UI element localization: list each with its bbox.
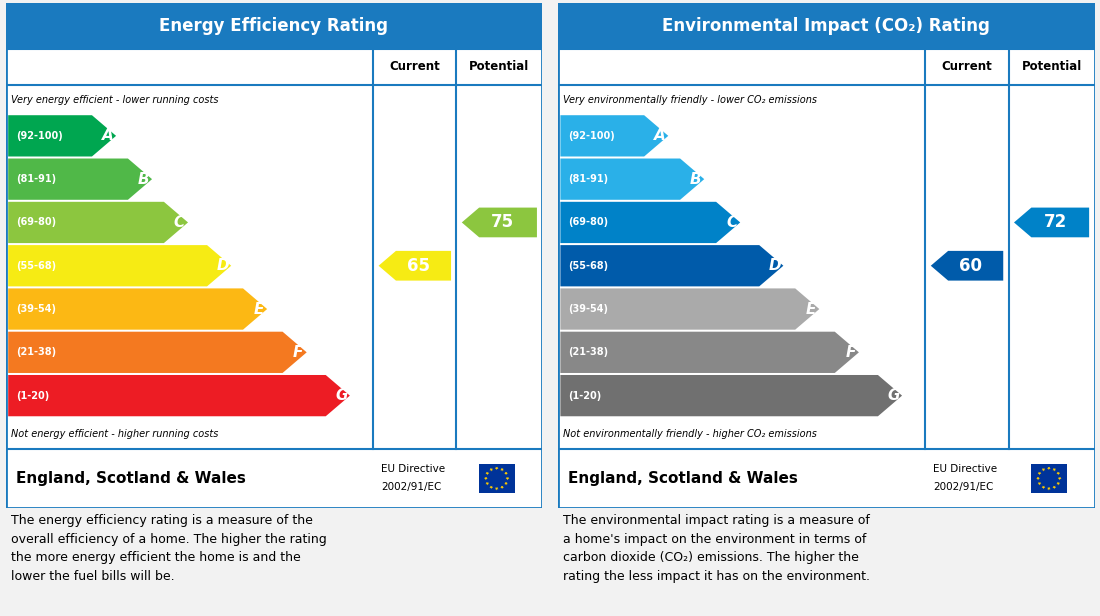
Text: Not environmentally friendly - higher CO₂ emissions: Not environmentally friendly - higher CO… <box>563 429 817 439</box>
Text: E: E <box>253 302 264 317</box>
Text: (55-68): (55-68) <box>569 261 608 271</box>
Text: D: D <box>217 258 229 274</box>
Bar <box>558 3 1094 49</box>
Polygon shape <box>560 115 669 156</box>
Bar <box>6 3 542 49</box>
Polygon shape <box>560 202 740 243</box>
Text: 72: 72 <box>1044 214 1067 232</box>
Text: 75: 75 <box>492 214 515 232</box>
Text: (21-38): (21-38) <box>569 347 608 357</box>
Polygon shape <box>8 331 307 373</box>
Text: Potential: Potential <box>470 60 529 73</box>
Text: Very energy efficient - lower running costs: Very energy efficient - lower running co… <box>11 95 219 105</box>
Text: 60: 60 <box>959 257 982 275</box>
Polygon shape <box>504 472 508 475</box>
Polygon shape <box>931 251 1003 281</box>
Polygon shape <box>1058 477 1062 480</box>
Polygon shape <box>1047 467 1050 470</box>
Polygon shape <box>1056 472 1060 475</box>
Polygon shape <box>490 486 493 489</box>
Polygon shape <box>560 331 859 373</box>
Polygon shape <box>8 202 188 243</box>
Text: Environmental Impact (CO₂) Rating: Environmental Impact (CO₂) Rating <box>662 17 990 35</box>
Text: 2002/91/EC: 2002/91/EC <box>382 482 441 492</box>
Polygon shape <box>8 158 152 200</box>
Text: Potential: Potential <box>1022 60 1081 73</box>
Text: Not energy efficient - higher running costs: Not energy efficient - higher running co… <box>11 429 218 439</box>
Polygon shape <box>500 486 504 489</box>
Text: (1-20): (1-20) <box>16 391 50 400</box>
Polygon shape <box>1037 472 1042 475</box>
Text: E: E <box>805 302 816 317</box>
Polygon shape <box>1042 486 1045 489</box>
Text: F: F <box>845 345 856 360</box>
Polygon shape <box>1053 486 1056 489</box>
Polygon shape <box>1014 208 1089 237</box>
Polygon shape <box>500 468 504 471</box>
FancyBboxPatch shape <box>478 464 515 493</box>
Polygon shape <box>560 288 820 330</box>
Polygon shape <box>495 487 498 490</box>
Polygon shape <box>560 245 783 286</box>
Text: Very environmentally friendly - lower CO₂ emissions: Very environmentally friendly - lower CO… <box>563 95 817 105</box>
Text: EU Directive: EU Directive <box>934 464 998 474</box>
Text: (1-20): (1-20) <box>569 391 602 400</box>
Polygon shape <box>8 375 350 416</box>
Text: (92-100): (92-100) <box>16 131 63 141</box>
Polygon shape <box>506 477 509 480</box>
Polygon shape <box>484 477 487 480</box>
Text: The environmental impact rating is a measure of
a home's impact on the environme: The environmental impact rating is a mea… <box>563 514 870 583</box>
Text: A: A <box>654 128 666 144</box>
Text: C: C <box>726 215 737 230</box>
Text: (69-80): (69-80) <box>16 217 56 227</box>
Polygon shape <box>8 288 267 330</box>
Polygon shape <box>495 467 498 470</box>
Polygon shape <box>1056 482 1060 485</box>
Polygon shape <box>8 115 117 156</box>
Text: The energy efficiency rating is a measure of the
overall efficiency of a home. T: The energy efficiency rating is a measur… <box>11 514 327 583</box>
Text: G: G <box>888 388 900 403</box>
Polygon shape <box>462 208 537 237</box>
Text: (39-54): (39-54) <box>569 304 608 314</box>
Text: G: G <box>336 388 348 403</box>
Text: EU Directive: EU Directive <box>382 464 446 474</box>
Text: B: B <box>690 172 702 187</box>
Text: Current: Current <box>389 60 440 73</box>
Polygon shape <box>1042 468 1045 471</box>
Polygon shape <box>1053 468 1056 471</box>
Polygon shape <box>485 482 490 485</box>
Text: (21-38): (21-38) <box>16 347 56 357</box>
Polygon shape <box>490 468 493 471</box>
Text: (55-68): (55-68) <box>16 261 56 271</box>
Text: (69-80): (69-80) <box>569 217 608 227</box>
Polygon shape <box>8 245 231 286</box>
Text: B: B <box>138 172 150 187</box>
Text: (39-54): (39-54) <box>16 304 56 314</box>
Text: A: A <box>102 128 113 144</box>
Text: England, Scotland & Wales: England, Scotland & Wales <box>569 471 799 486</box>
Text: C: C <box>174 215 185 230</box>
Text: (92-100): (92-100) <box>569 131 615 141</box>
Polygon shape <box>560 375 902 416</box>
Text: F: F <box>293 345 304 360</box>
Text: 2002/91/EC: 2002/91/EC <box>934 482 993 492</box>
Text: Energy Efficiency Rating: Energy Efficiency Rating <box>160 17 388 35</box>
Text: Current: Current <box>942 60 992 73</box>
Polygon shape <box>1037 482 1042 485</box>
Text: (81-91): (81-91) <box>569 174 608 184</box>
Text: 65: 65 <box>407 257 430 275</box>
Polygon shape <box>1047 487 1050 490</box>
Polygon shape <box>504 482 508 485</box>
Text: (81-91): (81-91) <box>16 174 56 184</box>
Polygon shape <box>378 251 451 281</box>
Text: England, Scotland & Wales: England, Scotland & Wales <box>16 471 246 486</box>
Polygon shape <box>1036 477 1040 480</box>
Polygon shape <box>560 158 704 200</box>
Polygon shape <box>485 472 490 475</box>
FancyBboxPatch shape <box>1031 464 1067 493</box>
Text: D: D <box>769 258 781 274</box>
